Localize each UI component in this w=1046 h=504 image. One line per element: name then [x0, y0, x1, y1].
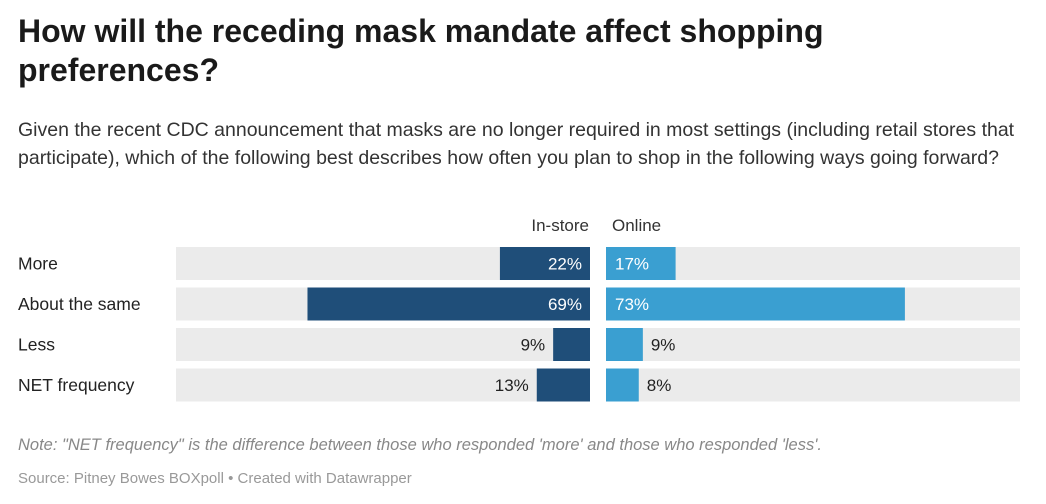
bar-instore [536, 368, 590, 402]
chart-title: How will the receding mask mandate affec… [18, 13, 824, 88]
bar-instore [553, 328, 590, 361]
category-label: More [18, 254, 58, 274]
value-label-instore: 69% [548, 295, 582, 314]
bar-online [606, 368, 639, 402]
bar-online [606, 287, 905, 321]
value-label-online: 9% [651, 336, 676, 355]
bar-instore [307, 287, 590, 321]
chart-source: Source: Pitney Bowes BOXpoll • Created w… [18, 470, 412, 487]
value-label-online: 8% [647, 376, 672, 395]
bar-track-instore [176, 368, 590, 402]
chart-subtitle: Given the recent CDC announcement that m… [18, 119, 1015, 169]
value-label-online: 17% [615, 255, 649, 274]
bar-track-instore [176, 328, 590, 361]
bar-track-online [606, 368, 1020, 402]
bar-track-online [606, 328, 1020, 361]
bar-online [606, 247, 676, 280]
category-label: Less [18, 335, 55, 355]
chart-note: Note: "NET frequency" is the difference … [18, 436, 822, 454]
column-header-online: Online [612, 216, 662, 235]
value-label-instore: 9% [521, 336, 546, 355]
column-header-instore: In-store [531, 216, 589, 235]
bar-online [606, 328, 643, 361]
bar-instore [499, 247, 590, 280]
value-label-instore: 22% [548, 255, 582, 274]
category-label: About the same [18, 294, 141, 314]
value-label-instore: 13% [495, 376, 529, 395]
category-label: NET frequency [18, 375, 135, 395]
value-label-online: 73% [615, 295, 649, 314]
